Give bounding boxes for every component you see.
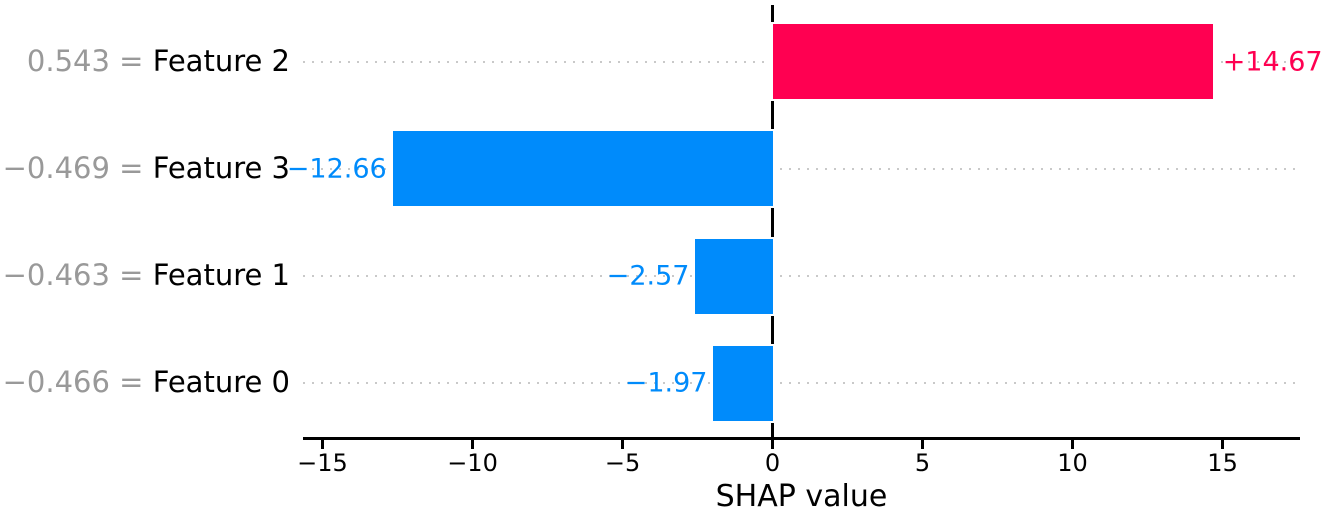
- x-tick-mark: [1071, 439, 1074, 449]
- bar-value-label-feature-0: −1.97: [624, 367, 708, 399]
- feature-name-text: Feature 0: [152, 365, 290, 400]
- x-tick-label: 15: [1207, 449, 1238, 477]
- x-tick-mark: [1221, 439, 1224, 449]
- bar-feature-0: [711, 343, 775, 423]
- gridline: [303, 167, 1300, 170]
- x-tick-label: 0: [764, 449, 781, 477]
- bar-value-label-feature-3: −12.66: [286, 153, 387, 185]
- bar-feature-1: [693, 236, 775, 316]
- x-tick-label: −10: [447, 449, 498, 477]
- bar-value-label-feature-2: +14.67: [1222, 46, 1322, 78]
- x-tick-label: 5: [914, 449, 931, 477]
- feature-name-text: Feature 3: [152, 150, 290, 185]
- x-tick-label: −15: [297, 449, 348, 477]
- x-axis-title: SHAP value: [715, 479, 888, 514]
- ytick-label-feature-2: 0.543 = Feature 2: [0, 43, 290, 78]
- bar-feature-2: [770, 22, 1215, 102]
- feature-value-text: 0.543 =: [26, 43, 144, 78]
- gridline: [303, 275, 1300, 278]
- bar-feature-3: [390, 129, 775, 209]
- bar-value-label-feature-1: −2.57: [606, 260, 690, 292]
- x-tick-mark: [621, 439, 624, 449]
- x-tick-label: 10: [1057, 449, 1088, 477]
- ytick-label-feature-0: −0.466 = Feature 0: [0, 368, 290, 397]
- feature-name-text: Feature 2: [152, 43, 290, 78]
- x-tick-mark: [321, 439, 324, 449]
- x-tick-mark: [471, 439, 474, 449]
- feature-name-text: Feature 1: [152, 258, 290, 293]
- x-tick-label: −5: [604, 449, 641, 477]
- ytick-label-feature-1: −0.463 = Feature 1: [0, 261, 290, 290]
- x-axis-line: [303, 437, 1300, 440]
- gridline: [303, 382, 1300, 385]
- feature-value-text: −0.463 =: [2, 258, 144, 293]
- feature-value-text: −0.469 =: [2, 150, 144, 185]
- x-tick-mark: [921, 439, 924, 449]
- x-tick-mark: [771, 439, 774, 449]
- feature-value-text: −0.466 =: [2, 365, 144, 400]
- zero-line: [771, 5, 774, 439]
- ytick-label-feature-3: −0.469 = Feature 3: [0, 150, 290, 185]
